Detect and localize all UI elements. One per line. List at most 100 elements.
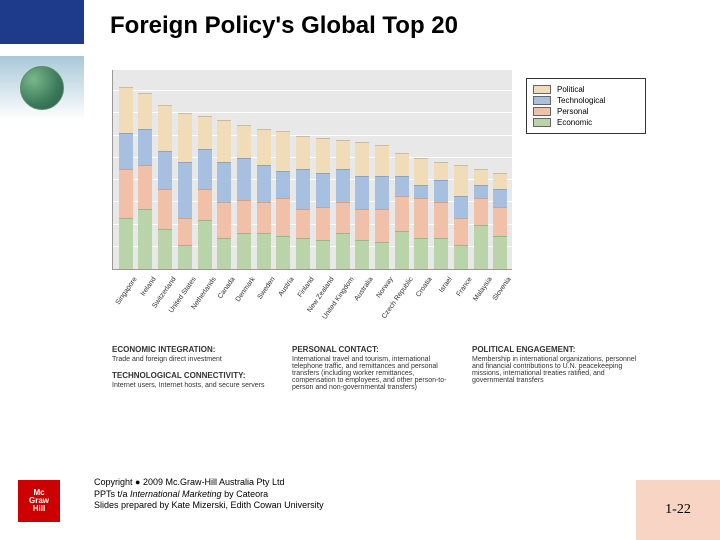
bar-segment: [336, 233, 350, 269]
legend-row: Economic: [533, 118, 639, 127]
page-title: Foreign Policy's Global Top 20: [110, 12, 458, 40]
bar-segment: [257, 165, 271, 203]
tech-body: Internet users, Internet hosts, and secu…: [112, 382, 278, 389]
bar: [474, 169, 488, 269]
chart-plot-area: SingaporeIrelandSwitzerlandUnited States…: [112, 70, 512, 270]
bar: [414, 158, 428, 269]
copyright-line-3: Slides prepared by Kate Mizerski, Edith …: [94, 500, 324, 512]
bar-segment: [198, 220, 212, 269]
chart-legend: Political Technological Personal Economic: [526, 78, 646, 134]
pers-body: International travel and tourism, intern…: [292, 356, 458, 391]
bar-segment: [276, 171, 290, 198]
top-blue-bar: [0, 0, 84, 44]
bar-segment: [237, 233, 251, 269]
legend-label: Political: [557, 85, 585, 94]
copyright-line-2: PPTs t/a International Marketing by Cate…: [94, 489, 324, 501]
bar-segment: [414, 185, 428, 198]
pers-title: PERSONAL CONTACT:: [292, 345, 458, 354]
bar: [158, 105, 172, 269]
bar-segment: [434, 238, 448, 269]
econ-body: Trade and foreign direct investment: [112, 356, 278, 363]
bar: [198, 116, 212, 269]
legend-swatch: [533, 85, 551, 94]
bar-segment: [119, 87, 133, 134]
bar-segment: [237, 200, 251, 233]
tech-title: TECHNOLOGICAL CONNECTIVITY:: [112, 371, 278, 380]
bar-segment: [434, 162, 448, 180]
bar: [493, 173, 507, 269]
bar: [454, 165, 468, 269]
gridline: [113, 90, 512, 91]
bar-segment: [493, 236, 507, 269]
slide-number-box: 1-22: [636, 480, 720, 540]
legend-label: Personal: [557, 107, 589, 116]
gridline: [113, 68, 512, 69]
bar-segment: [217, 162, 231, 202]
bar-segment: [414, 238, 428, 269]
bar-segment: [395, 196, 409, 232]
bar-segment: [158, 105, 172, 152]
bar-segment: [493, 189, 507, 207]
bar-segment: [454, 218, 468, 245]
bar-segment: [375, 145, 389, 176]
gridline: [113, 224, 512, 225]
bar-segment: [178, 245, 192, 269]
footer: Mc Graw Hill Copyright ● 2009 Mc.Graw-Hi…: [0, 470, 720, 540]
bar-segment: [493, 207, 507, 236]
econ-title: ECONOMIC INTEGRATION:: [112, 345, 278, 354]
bar: [237, 125, 251, 269]
bar-segment: [119, 218, 133, 269]
legend-swatch: [533, 107, 551, 116]
bar-segment: [375, 209, 389, 242]
bar-segment: [395, 153, 409, 175]
bar-segment: [217, 120, 231, 162]
bar-segment: [158, 189, 172, 229]
gridline: [113, 201, 512, 202]
bar-segment: [276, 131, 290, 171]
gridline: [113, 246, 512, 247]
pol-title: POLITICAL ENGAGEMENT:: [472, 345, 638, 354]
bar-segment: [336, 169, 350, 202]
bar-segment: [296, 238, 310, 269]
bar-segment: [178, 113, 192, 162]
legend-label: Technological: [557, 96, 605, 105]
bar-segment: [138, 129, 152, 165]
bar-segment: [336, 140, 350, 169]
bar-segment: [316, 173, 330, 206]
bar-segment: [138, 165, 152, 209]
bar-segment: [217, 238, 231, 269]
pol-body: Membership in international organization…: [472, 356, 638, 384]
slide-number: 1-22: [665, 502, 691, 518]
chart-container: SingaporeIrelandSwitzerlandUnited States…: [112, 70, 632, 340]
section-personal: PERSONAL CONTACT: International travel a…: [292, 345, 458, 391]
bar-segment: [454, 165, 468, 196]
bar: [316, 138, 330, 269]
bar-segment: [414, 198, 428, 238]
bar-segment: [178, 218, 192, 245]
legend-label: Economic: [557, 118, 592, 127]
bar-segment: [158, 151, 172, 189]
bar-segment: [474, 185, 488, 198]
bar-segment: [316, 207, 330, 240]
bar-segment: [434, 202, 448, 238]
bar-segment: [474, 225, 488, 269]
logo-line-3: Hill: [33, 505, 45, 513]
gridline: [113, 157, 512, 158]
gridline: [113, 179, 512, 180]
bar-segment: [375, 242, 389, 269]
bar-segment: [138, 209, 152, 269]
bar-segment: [493, 173, 507, 189]
bar-segment: [158, 229, 172, 269]
bar-segment: [316, 240, 330, 269]
bar: [217, 120, 231, 269]
section-political: POLITICAL ENGAGEMENT: Membership in inte…: [472, 345, 638, 391]
bar: [355, 142, 369, 269]
bar-segment: [178, 162, 192, 218]
bar: [119, 87, 133, 269]
gridline: [113, 112, 512, 113]
bar-segment: [474, 169, 488, 185]
bar: [138, 93, 152, 269]
bar-segment: [316, 138, 330, 174]
definitions-row: ECONOMIC INTEGRATION: Trade and foreign …: [112, 345, 638, 391]
bar-segment: [414, 158, 428, 185]
